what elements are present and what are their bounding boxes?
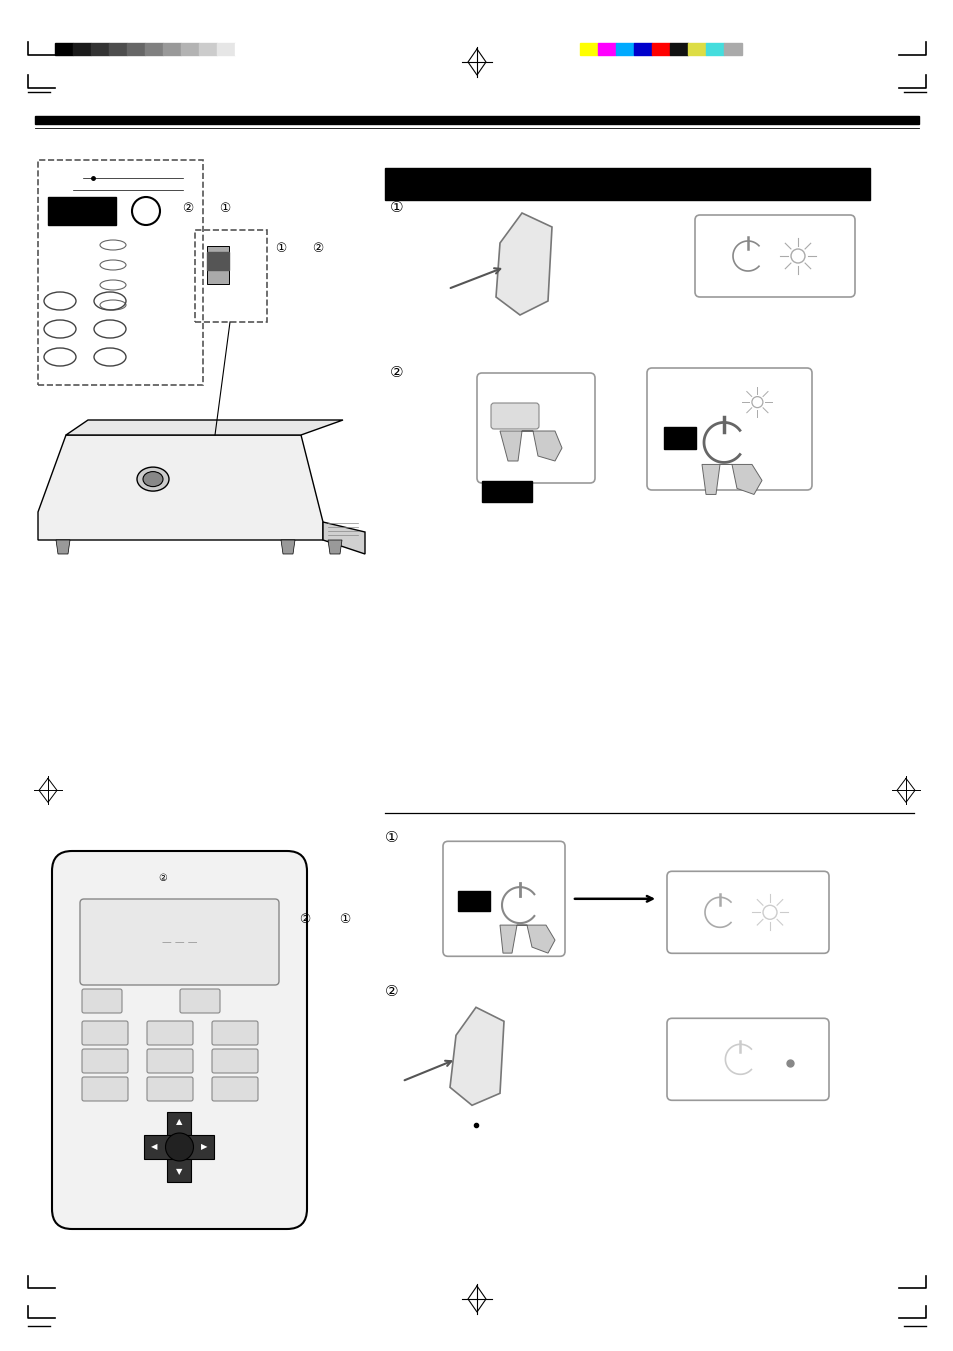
Ellipse shape (137, 467, 169, 492)
Polygon shape (281, 540, 294, 554)
Bar (723, 43, 741, 55)
FancyBboxPatch shape (147, 1048, 193, 1073)
FancyBboxPatch shape (82, 1077, 128, 1101)
Text: ①: ① (274, 242, 286, 255)
FancyBboxPatch shape (82, 1048, 128, 1073)
FancyBboxPatch shape (212, 1077, 257, 1101)
Text: ②: ② (390, 365, 403, 380)
Bar (168, 1112, 192, 1182)
Bar (144, 1135, 214, 1159)
Bar (598, 43, 616, 55)
FancyBboxPatch shape (212, 1021, 257, 1046)
FancyBboxPatch shape (82, 989, 122, 1013)
Bar (73, 43, 91, 55)
FancyBboxPatch shape (666, 871, 828, 954)
Polygon shape (450, 1008, 503, 1105)
Bar (145, 43, 163, 55)
FancyBboxPatch shape (180, 989, 220, 1013)
Ellipse shape (143, 471, 163, 486)
Polygon shape (496, 213, 552, 315)
Bar (234, 43, 253, 55)
Bar (199, 43, 216, 55)
Bar (669, 43, 687, 55)
FancyBboxPatch shape (476, 373, 595, 484)
Bar (109, 43, 127, 55)
Bar (216, 43, 234, 55)
Polygon shape (499, 925, 555, 952)
Polygon shape (328, 540, 341, 554)
FancyBboxPatch shape (695, 215, 854, 297)
Bar (663, 427, 696, 449)
Text: ②: ② (158, 873, 167, 884)
FancyBboxPatch shape (442, 842, 564, 957)
Bar (38, 159, 203, 385)
Text: ②: ② (312, 242, 323, 255)
Bar (207, 246, 229, 284)
Text: ②: ② (182, 201, 193, 215)
FancyBboxPatch shape (147, 1021, 193, 1046)
Bar (127, 43, 145, 55)
FancyBboxPatch shape (80, 898, 278, 985)
Text: ①: ① (219, 201, 231, 215)
Text: ◀: ◀ (152, 1143, 157, 1151)
Bar (35, 116, 918, 124)
Bar (651, 43, 669, 55)
Text: ▼: ▼ (176, 1167, 183, 1177)
Bar (181, 43, 199, 55)
Bar (687, 43, 705, 55)
Polygon shape (701, 465, 761, 494)
Bar (457, 892, 490, 912)
Bar (481, 481, 532, 503)
FancyBboxPatch shape (52, 851, 307, 1229)
Text: ①: ① (338, 913, 350, 925)
Polygon shape (499, 431, 561, 461)
Text: ①: ① (390, 200, 403, 216)
Polygon shape (56, 540, 70, 554)
Bar (48, 197, 116, 226)
FancyBboxPatch shape (666, 1019, 828, 1100)
Bar (55, 43, 73, 55)
Bar (194, 230, 267, 322)
Bar (385, 168, 869, 200)
Text: — — —: — — — (162, 938, 197, 947)
Text: ▲: ▲ (176, 1117, 183, 1127)
Bar (207, 253, 229, 270)
Text: ①: ① (385, 830, 398, 844)
FancyBboxPatch shape (82, 1021, 128, 1046)
Circle shape (165, 1133, 193, 1161)
Polygon shape (66, 420, 343, 435)
Bar (163, 43, 181, 55)
FancyBboxPatch shape (212, 1048, 257, 1073)
FancyBboxPatch shape (646, 367, 811, 490)
Text: ▶: ▶ (201, 1143, 208, 1151)
Polygon shape (38, 435, 323, 540)
Bar (616, 43, 634, 55)
FancyBboxPatch shape (491, 403, 538, 430)
Text: ②: ② (385, 984, 398, 998)
Bar (705, 43, 723, 55)
Bar (579, 43, 598, 55)
Polygon shape (323, 521, 365, 554)
Bar (634, 43, 651, 55)
FancyBboxPatch shape (147, 1077, 193, 1101)
Bar (91, 43, 109, 55)
Text: ②: ② (298, 913, 310, 925)
